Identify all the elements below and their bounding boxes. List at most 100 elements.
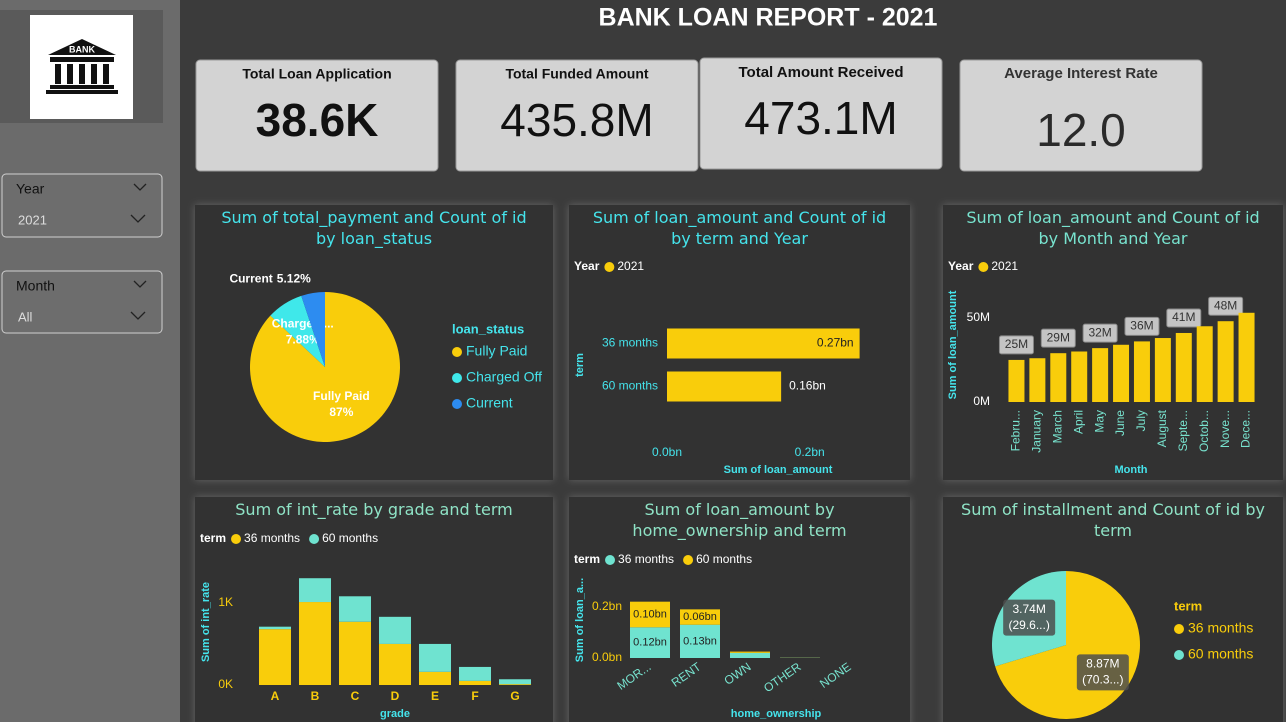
chevron[interactable]: [133, 280, 147, 288]
data-label: 0.27bn: [817, 336, 854, 350]
slicer-box[interactable]: [1, 173, 163, 238]
kpi-card: [959, 59, 1203, 172]
x-tick-label: B: [311, 689, 320, 703]
y-tick-label: 1K: [218, 595, 233, 609]
x-tick-label: G: [510, 689, 519, 703]
bar: [630, 601, 670, 628]
legend-marker: [452, 373, 462, 383]
y-axis-title: Sum of int_rate: [200, 582, 212, 662]
chevron[interactable]: [133, 183, 147, 191]
slicer-value[interactable]: 2021: [18, 212, 47, 227]
x-tick-label: January: [1030, 410, 1044, 453]
bar: [730, 651, 770, 653]
x-tick-label: August: [1155, 409, 1169, 447]
slicer[interactable]: Year 2021: [1, 173, 163, 238]
x-tick-label: Nove...: [1218, 410, 1232, 448]
x-tick-label: C: [351, 689, 360, 703]
kpi-label: Average Interest Rate: [1004, 65, 1158, 82]
bar: [1217, 321, 1234, 402]
data-label: 0.13bn: [683, 635, 717, 647]
slicer-value[interactable]: All: [18, 309, 33, 324]
chevron[interactable]: [130, 214, 146, 223]
bar: [1133, 341, 1150, 402]
data-label: 48M: [1214, 298, 1237, 312]
chart-title: Sum of int_rate by grade and term: [235, 500, 513, 519]
legend-title: term: [200, 531, 226, 545]
legend-title: term: [574, 552, 600, 566]
slicer[interactable]: Month All: [1, 270, 163, 334]
bar: [1196, 326, 1213, 402]
y-tick-label: 60 months: [602, 379, 658, 393]
bar: [339, 596, 371, 622]
y-tick-label: 0.2bn: [592, 599, 622, 613]
bar: [680, 609, 720, 625]
legend-title: Year: [948, 259, 974, 273]
slicer-box[interactable]: [1, 270, 163, 334]
kpi-label: Total Loan Application: [242, 66, 391, 82]
chart-panel: [195, 497, 553, 722]
logo-text: BANK: [69, 44, 95, 54]
label-box: [1003, 599, 1056, 636]
label-box: [1208, 296, 1244, 316]
x-tick-label: March: [1050, 410, 1064, 443]
legend-label: 2021: [617, 259, 644, 273]
data-label: 36M: [1130, 319, 1153, 333]
legend-label: 36 months: [244, 531, 300, 545]
legend-marker: [683, 555, 694, 565]
bar: [1238, 312, 1255, 402]
data-label: 29M: [1047, 330, 1070, 344]
data-label: 41M: [1172, 310, 1195, 324]
slice-value: 3.74M: [1012, 602, 1045, 616]
bar: [1029, 358, 1046, 402]
chart-title: Sum of total_payment and Count of id by …: [221, 208, 527, 248]
bar: [680, 624, 720, 658]
slice-detail: (70.3...): [1082, 673, 1123, 687]
y-axis-title: Sum of loan_amount: [947, 290, 959, 399]
x-tick-label: May: [1092, 410, 1106, 433]
data-label: 0.06bn: [683, 611, 717, 623]
legend-label: 60 months: [322, 531, 378, 545]
y-tick-label: 50M: [967, 310, 990, 324]
bar: [667, 328, 860, 359]
legend-label: 2021: [991, 259, 1018, 273]
report-title: BANK LOAN REPORT - 2021: [599, 4, 938, 32]
pie-slice: [301, 292, 325, 367]
data-label: 25M: [1005, 337, 1028, 351]
legend-marker: [452, 347, 462, 357]
bar: [419, 643, 451, 672]
chart-title: Sum of loan_amount and Count of id by te…: [592, 208, 887, 248]
x-tick-label: 0.2bn: [795, 445, 825, 459]
bar: [1154, 338, 1171, 402]
x-tick-label: D: [391, 689, 400, 703]
data-label: 0.10bn: [633, 608, 667, 620]
data-label: 0.12bn: [633, 637, 667, 649]
legend-title: loan_status: [452, 321, 524, 336]
legend-label: 60 months: [1188, 646, 1253, 662]
bar: [259, 629, 291, 685]
slicer-label: Year: [16, 181, 45, 197]
bar: [419, 671, 451, 685]
label-box: [998, 335, 1034, 355]
slice-value: 7.88%: [286, 332, 320, 346]
bar: [630, 627, 670, 658]
bar: [299, 578, 331, 603]
bar: [667, 371, 782, 402]
y-tick-label: 36 months: [602, 336, 658, 350]
x-tick-label: Dece...: [1239, 410, 1253, 448]
x-tick-label: F: [471, 689, 478, 703]
slice-value: 87%: [329, 405, 353, 419]
chart-panel: [569, 497, 910, 722]
bar: [1175, 332, 1192, 402]
chevron[interactable]: [130, 311, 146, 320]
chart-title: Sum of installment and Count of id by te…: [961, 500, 1265, 540]
legend-label: Current: [466, 395, 513, 411]
bar: [1113, 344, 1130, 402]
bar: [379, 616, 411, 644]
pie-slice: [270, 295, 325, 367]
slicer-label: Month: [16, 278, 55, 294]
kpi-card: [195, 59, 439, 172]
kpi-value: 12.0: [1036, 104, 1126, 156]
bar: [259, 626, 291, 630]
bar: [1092, 348, 1109, 402]
